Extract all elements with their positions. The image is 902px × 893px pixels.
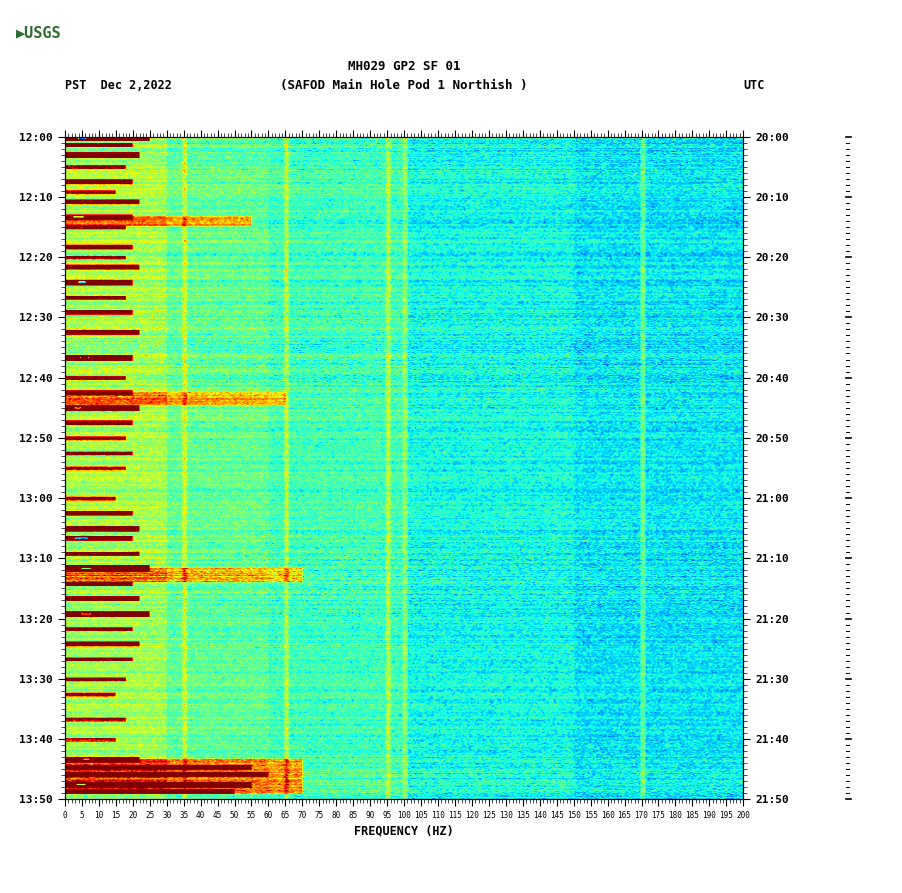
Text: UTC: UTC bbox=[743, 79, 765, 92]
X-axis label: FREQUENCY (HZ): FREQUENCY (HZ) bbox=[354, 824, 454, 838]
Text: ▶USGS: ▶USGS bbox=[16, 25, 62, 40]
Text: PST  Dec 2,2022: PST Dec 2,2022 bbox=[65, 79, 171, 92]
Text: (SAFOD Main Hole Pod 1 Northish ): (SAFOD Main Hole Pod 1 Northish ) bbox=[281, 79, 528, 92]
Text: MH029 GP2 SF 01: MH029 GP2 SF 01 bbox=[348, 61, 460, 73]
